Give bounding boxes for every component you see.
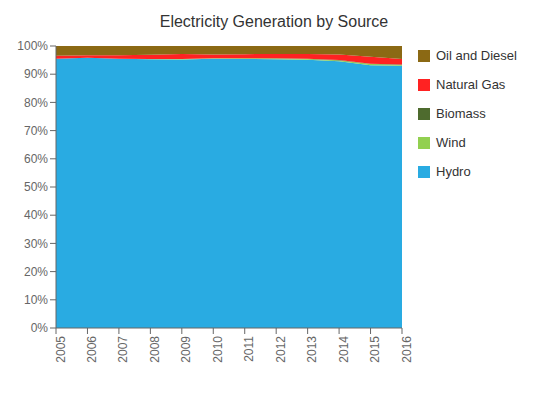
svg-text:2016: 2016 <box>400 336 414 363</box>
svg-text:2009: 2009 <box>179 336 193 363</box>
svg-text:60%: 60% <box>24 152 48 166</box>
html-text:Natural Gas: Natural Gas <box>436 77 506 92</box>
svg-text:2007: 2007 <box>116 336 130 363</box>
svg-text:70%: 70% <box>24 124 48 138</box>
svg-text:10%: 10% <box>24 293 48 307</box>
svg-text:2013: 2013 <box>305 336 319 363</box>
svg-text:2006: 2006 <box>85 336 99 363</box>
svg-text:2012: 2012 <box>274 336 288 363</box>
html-text:Electricity Generation by Sour: Electricity Generation by Source <box>159 13 389 30</box>
svg-text:0%: 0% <box>31 321 49 335</box>
svg-text:2005: 2005 <box>54 336 68 363</box>
svg-text:2008: 2008 <box>148 336 162 363</box>
html-text:Oil and Diesel: Oil and Diesel <box>436 48 517 63</box>
svg-text:50%: 50% <box>24 180 48 194</box>
html-text:Wind: Wind <box>436 135 466 150</box>
svg-text:2015: 2015 <box>368 336 382 363</box>
svg-text:2011: 2011 <box>242 336 256 362</box>
svg-text:2010: 2010 <box>211 336 225 363</box>
svg-text:80%: 80% <box>24 96 48 110</box>
html-text:Biomass: Biomass <box>436 106 486 121</box>
svg-text:2014: 2014 <box>337 336 351 363</box>
svg-text:30%: 30% <box>24 237 48 251</box>
svg-text:40%: 40% <box>24 208 48 222</box>
svg-text:20%: 20% <box>24 265 48 279</box>
html-text:Hydro: Hydro <box>436 164 471 179</box>
svg-text:100%: 100% <box>17 39 48 53</box>
svg-text:90%: 90% <box>24 67 48 81</box>
